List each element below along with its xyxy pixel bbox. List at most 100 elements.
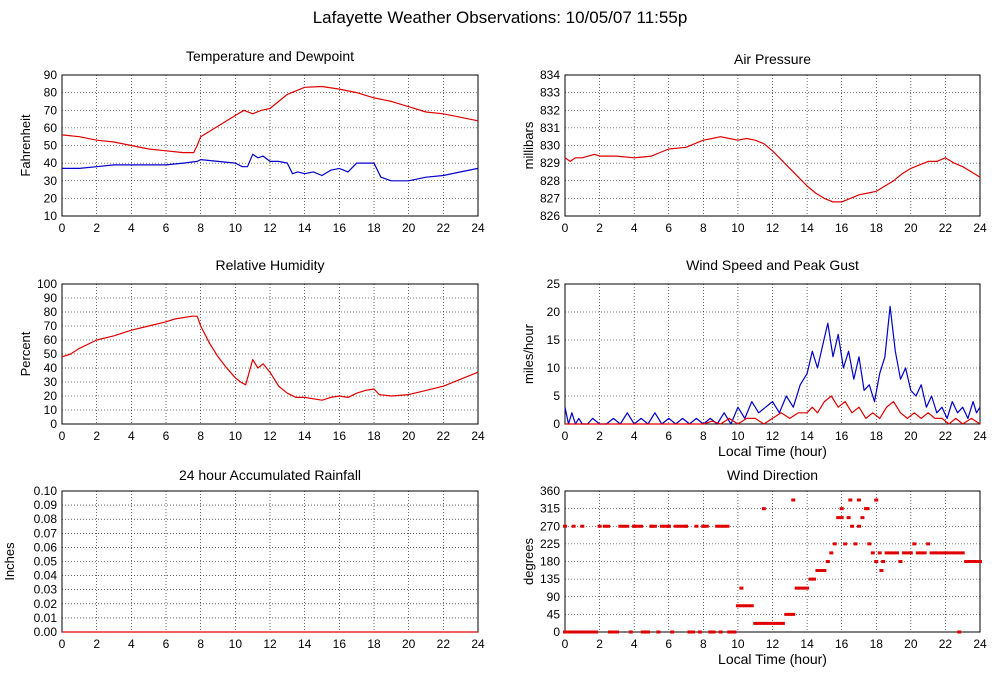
data-point	[635, 524, 640, 528]
x-tick-label: 12	[766, 221, 780, 235]
data-point	[763, 621, 768, 625]
data-point	[659, 524, 664, 528]
y-tick-label: 832	[540, 103, 560, 117]
data-point	[943, 551, 948, 555]
x-tick-label: 16	[333, 429, 347, 443]
x-tick-label: 14	[800, 429, 814, 443]
data-point	[843, 542, 848, 546]
x-tick-label: 8	[700, 429, 707, 443]
data-point	[850, 524, 855, 528]
data-point	[971, 560, 976, 563]
chart-title: Temperature and Dewpoint	[186, 48, 354, 64]
data-point	[825, 560, 830, 563]
data-point	[865, 507, 870, 511]
x-axis-label: Local Time (hour)	[718, 443, 827, 459]
data-point	[704, 524, 709, 528]
y-tick-label: 5	[553, 389, 560, 403]
data-point	[673, 524, 678, 528]
x-tick-label: 24	[471, 221, 485, 235]
data-point	[836, 516, 841, 520]
x-tick-label: 12	[766, 637, 780, 651]
x-tick-label: 8	[700, 637, 707, 651]
x-tick-label: 22	[437, 221, 451, 235]
data-point	[767, 621, 772, 625]
data-point	[732, 630, 737, 634]
x-tick-label: 10	[731, 429, 745, 443]
y-tick-label: 70	[44, 103, 58, 117]
y-axis-label: miles/hour	[521, 323, 536, 384]
x-tick-label: 24	[973, 429, 987, 443]
y-tick-label: 80	[44, 86, 58, 100]
y-tick-label: 826	[540, 209, 560, 223]
data-point	[684, 524, 689, 528]
x-tick-label: 8	[197, 429, 204, 443]
x-tick-label: 10	[731, 221, 745, 235]
data-point	[666, 524, 671, 528]
series-line-red	[61, 85, 479, 154]
plot-frame	[564, 283, 981, 425]
data-point	[978, 560, 982, 563]
x-tick-label: 18	[870, 429, 884, 443]
y-tick-label: 833	[540, 86, 560, 100]
y-tick-label: 100	[37, 277, 57, 291]
y-tick-label: 60	[44, 333, 58, 347]
y-tick-label: 834	[540, 68, 560, 82]
x-tick-label: 20	[904, 221, 918, 235]
y-axis-label: Percent	[18, 331, 33, 376]
y-tick-label: 90	[44, 291, 58, 305]
data-point	[908, 551, 913, 555]
y-tick-label: 270	[540, 519, 560, 533]
data-point	[905, 551, 910, 555]
data-point	[583, 630, 588, 634]
data-point	[773, 621, 778, 625]
x-tick-label: 8	[700, 221, 707, 235]
x-tick-label: 0	[59, 429, 66, 443]
data-point	[848, 498, 853, 502]
x-tick-label: 8	[197, 637, 204, 651]
y-tick-label: 830	[540, 139, 560, 153]
x-tick-label: 16	[835, 637, 849, 651]
x-tick-label: 12	[263, 429, 277, 443]
data-point	[563, 630, 567, 634]
data-point	[594, 630, 599, 634]
x-tick-label: 12	[766, 429, 780, 443]
x-tick-label: 24	[471, 429, 485, 443]
data-point	[950, 551, 955, 555]
x-tick-label: 10	[229, 429, 243, 443]
y-tick-label: 20	[44, 191, 58, 205]
chart-title: Relative Humidity	[216, 257, 325, 273]
data-point	[727, 630, 732, 634]
data-point	[597, 524, 602, 528]
y-tick-label: 0	[553, 625, 560, 639]
data-point	[929, 551, 934, 555]
data-point	[933, 551, 938, 555]
data-point	[663, 524, 668, 528]
data-point	[839, 507, 844, 511]
x-tick-label: 12	[263, 637, 277, 651]
y-tick-label: 20	[547, 305, 561, 319]
data-point	[818, 569, 823, 573]
y-axis-label: degrees	[521, 538, 536, 585]
data-point	[590, 630, 595, 634]
data-point	[867, 542, 872, 546]
data-point	[614, 630, 619, 634]
data-point	[753, 621, 758, 625]
data-point	[621, 524, 626, 528]
x-tick-label: 14	[298, 429, 312, 443]
data-point	[677, 524, 682, 528]
data-point	[697, 630, 702, 634]
y-tick-label: 0.05	[34, 555, 58, 569]
data-point	[853, 542, 858, 546]
data-point	[607, 630, 612, 634]
x-tick-label: 16	[835, 221, 849, 235]
data-point	[829, 551, 834, 555]
x-tick-label: 8	[197, 221, 204, 235]
x-tick-label: 6	[163, 221, 170, 235]
y-axis-label: millibars	[521, 121, 536, 169]
x-tick-label: 0	[562, 221, 569, 235]
data-point	[711, 630, 716, 634]
x-tick-label: 6	[163, 637, 170, 651]
data-point	[874, 498, 879, 502]
data-point	[580, 630, 585, 634]
